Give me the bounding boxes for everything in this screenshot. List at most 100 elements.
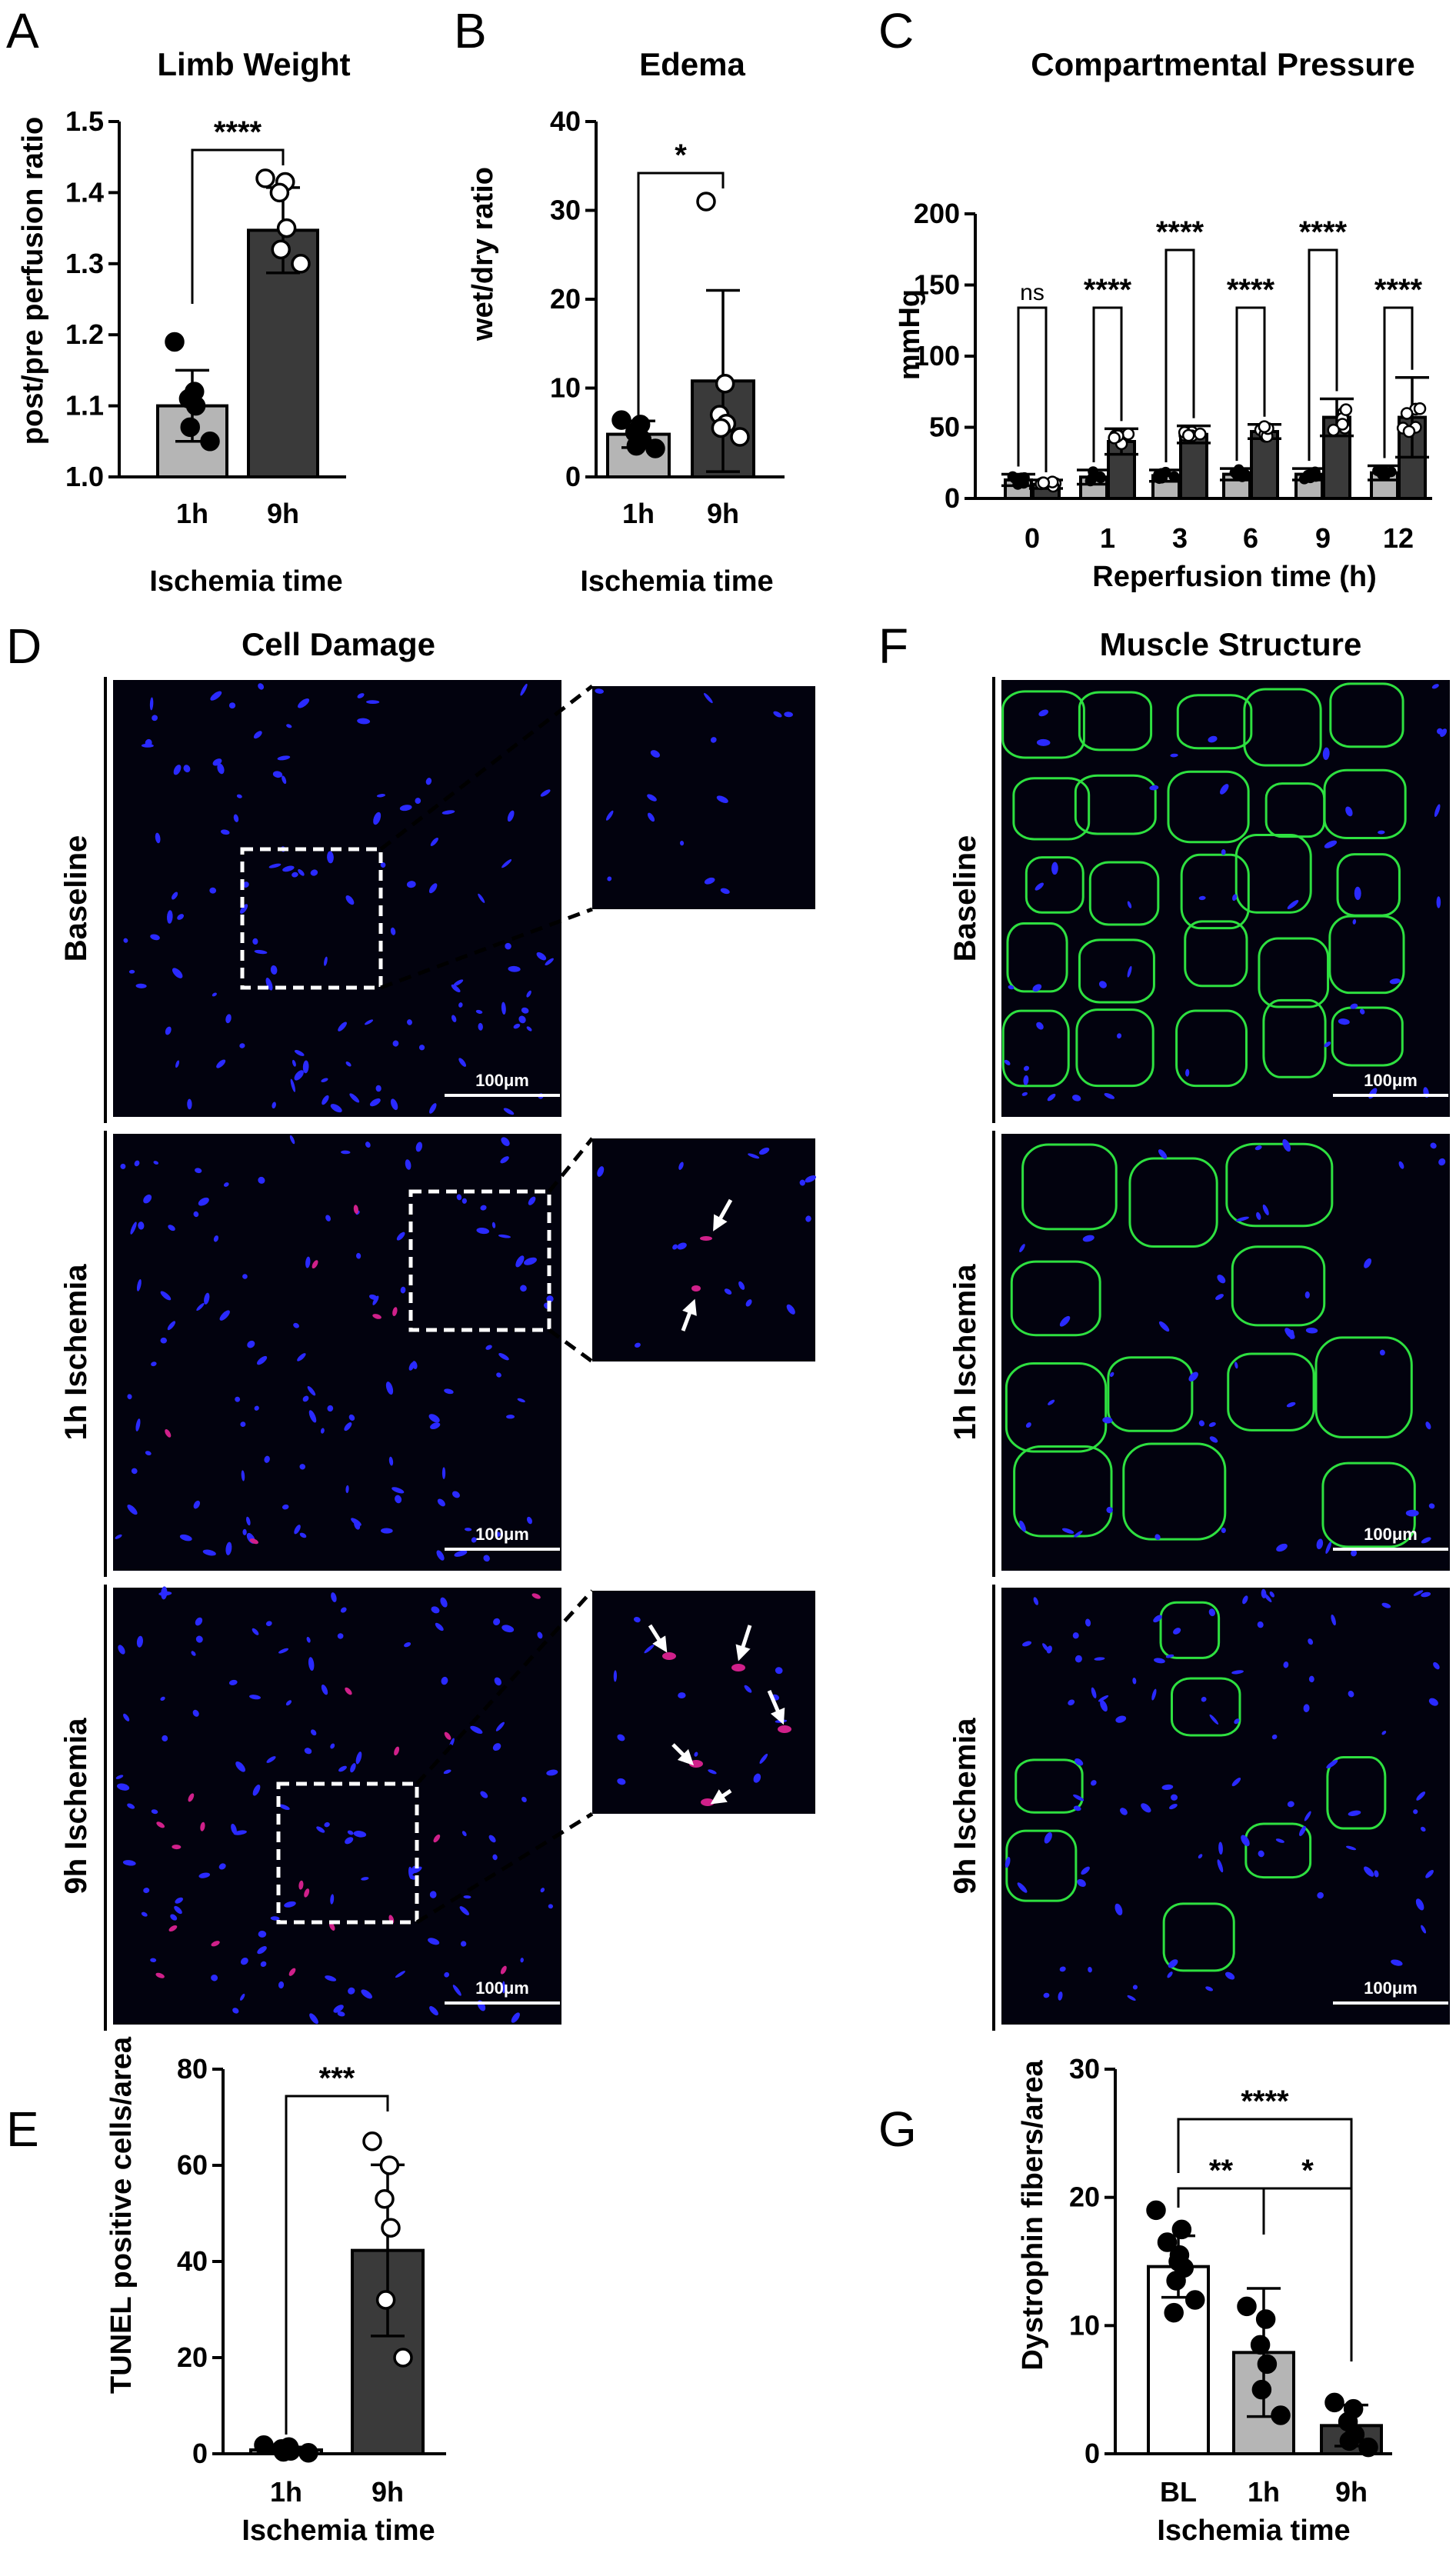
nucleus-f-baseline	[1021, 1092, 1028, 1096]
nucleus-f-9h	[1326, 1759, 1338, 1769]
nucleus-d-9h	[258, 1930, 267, 1938]
tunel-positive-cell-d-9h	[500, 1965, 507, 1975]
nucleus-f-9h	[1168, 1959, 1178, 1968]
nucleus-f-baseline	[1434, 804, 1441, 818]
y-tick-label-a: 1.3	[65, 248, 104, 279]
nucleus-d-9h	[127, 1803, 135, 1809]
x-tick-label-c: 3	[1172, 522, 1188, 554]
row-label-f-baseline: Baseline	[948, 835, 982, 962]
nucleus-d-baseline	[155, 832, 161, 844]
nucleus-f-baseline	[1104, 1092, 1115, 1099]
nucleus-d-9h	[240, 1993, 245, 2001]
nucleus-d-baseline	[298, 698, 310, 708]
nucleus-d-1h	[476, 1228, 490, 1235]
tunel-positive-cell-d-1h	[392, 1307, 398, 1317]
tunel-positive-cell-d-9h	[433, 1834, 441, 1843]
y-tick-label-c: 100	[914, 340, 960, 372]
nucleus-f-9h	[1208, 1608, 1216, 1617]
nucleus-d-1h	[506, 1415, 515, 1419]
nucleus-d-9h	[444, 1971, 450, 1978]
data-point-a	[165, 332, 185, 352]
dystrophin-fiber-f-1h	[1010, 1260, 1101, 1337]
nucleus-f-9h	[1100, 1700, 1108, 1712]
nucleus-d-baseline-inset	[720, 888, 730, 895]
nucleus-d-1h-inset	[634, 1342, 641, 1348]
nucleus-d-9h	[459, 1906, 469, 1915]
nucleus-f-baseline	[1208, 735, 1218, 743]
nucleus-d-baseline	[171, 892, 178, 900]
nucleus-d-baseline	[209, 887, 217, 894]
nucleus-d-9h	[493, 1618, 501, 1625]
nucleus-d-9h	[461, 1831, 467, 1837]
nucleus-f-9h	[1348, 1690, 1354, 1698]
data-point-g	[1251, 2379, 1272, 2400]
nucleus-d-1h	[483, 1555, 490, 1562]
scalebar-label-f-9h: 100μm	[1364, 1978, 1418, 1998]
tunel-positive-cell-inset-9h	[701, 1798, 715, 1806]
nucleus-d-baseline-inset	[605, 810, 614, 821]
nucleus-d-9h	[233, 1830, 247, 1835]
zoom-box-d-baseline	[240, 847, 383, 990]
panel-letter-g: G	[878, 2101, 917, 2157]
nucleus-f-9h	[1374, 1870, 1379, 1878]
zoom-box-d-1h	[408, 1189, 551, 1332]
dystrophin-fiber-f-baseline	[1184, 920, 1248, 988]
nucleus-d-9h	[284, 1901, 296, 1908]
dystrophin-fiber-f-baseline	[1328, 915, 1405, 995]
nucleus-f-9h	[1153, 1615, 1162, 1623]
nucleus-f-baseline	[1004, 1059, 1011, 1065]
nucleus-d-baseline	[145, 738, 152, 747]
significance-label-e: ***	[319, 2061, 355, 2095]
nucleus-d-baseline	[357, 693, 365, 698]
nucleus-d-baseline	[376, 794, 386, 798]
nucleus-d-baseline	[407, 1019, 412, 1025]
nucleus-f-9h	[1022, 1641, 1032, 1647]
significance-label-c: ns	[1020, 280, 1045, 305]
nucleus-d-9h	[240, 1958, 248, 1965]
nucleus-d-9h	[161, 1586, 168, 1600]
nucleus-f-9h	[1275, 1838, 1284, 1843]
data-point-a	[269, 182, 290, 203]
nucleus-f-1h	[1379, 1349, 1385, 1356]
tunel-positive-cell-d-9h	[211, 1941, 220, 1947]
data-point-e	[379, 2155, 400, 2175]
arrowhead-9h	[767, 1690, 785, 1725]
inset-micrograph-d-baseline	[592, 686, 815, 909]
nucleus-f-9h	[1088, 1966, 1092, 1973]
y-tick-label-e: 0	[192, 2438, 208, 2469]
micrograph-d-1h	[113, 1134, 561, 1571]
nucleus-f-9h	[1198, 1854, 1203, 1859]
nucleus-d-9h-inset	[759, 1753, 768, 1764]
significance-bracket-c	[1092, 306, 1123, 462]
nucleus-f-baseline	[1117, 1033, 1122, 1039]
nucleus-d-1h	[204, 1292, 210, 1305]
nucleus-d-baseline	[453, 979, 464, 986]
nucleus-d-1h	[242, 1528, 247, 1535]
nucleus-d-9h	[325, 1975, 337, 1981]
nucleus-d-baseline-inset	[679, 840, 685, 846]
nucleus-d-1h	[225, 1541, 232, 1555]
data-point-g	[1271, 2405, 1291, 2425]
nucleus-f-9h	[1234, 1718, 1240, 1725]
nucleus-f-9h	[1073, 1794, 1085, 1801]
nucleus-f-1h	[1256, 1212, 1261, 1220]
nucleus-f-9h	[1132, 1677, 1137, 1685]
nucleus-d-baseline	[375, 1085, 381, 1092]
nucleus-f-9h	[1218, 1841, 1223, 1855]
data-point-a	[271, 239, 291, 260]
nucleus-d-1h	[305, 1256, 311, 1268]
nucleus-d-baseline	[253, 731, 262, 739]
nucleus-d-baseline	[526, 990, 531, 998]
nucleus-f-1h	[1217, 1275, 1226, 1284]
nucleus-f-baseline	[1149, 785, 1159, 791]
nucleus-f-1h	[1208, 1421, 1216, 1428]
y-tick-label-c: 0	[945, 482, 960, 514]
dystrophin-fiber-f-baseline	[1074, 774, 1157, 835]
nucleus-f-9h	[1421, 1591, 1431, 1598]
nucleus-f-1h	[1254, 1145, 1262, 1151]
dystrophin-fiber-f-1h	[1107, 1356, 1194, 1432]
nucleus-d-1h-inset	[805, 1215, 811, 1222]
tunel-positive-cell-d-9h	[168, 1925, 178, 1932]
nucleus-f-9h	[1044, 1831, 1052, 1844]
dystrophin-fiber-f-baseline	[1088, 861, 1160, 926]
